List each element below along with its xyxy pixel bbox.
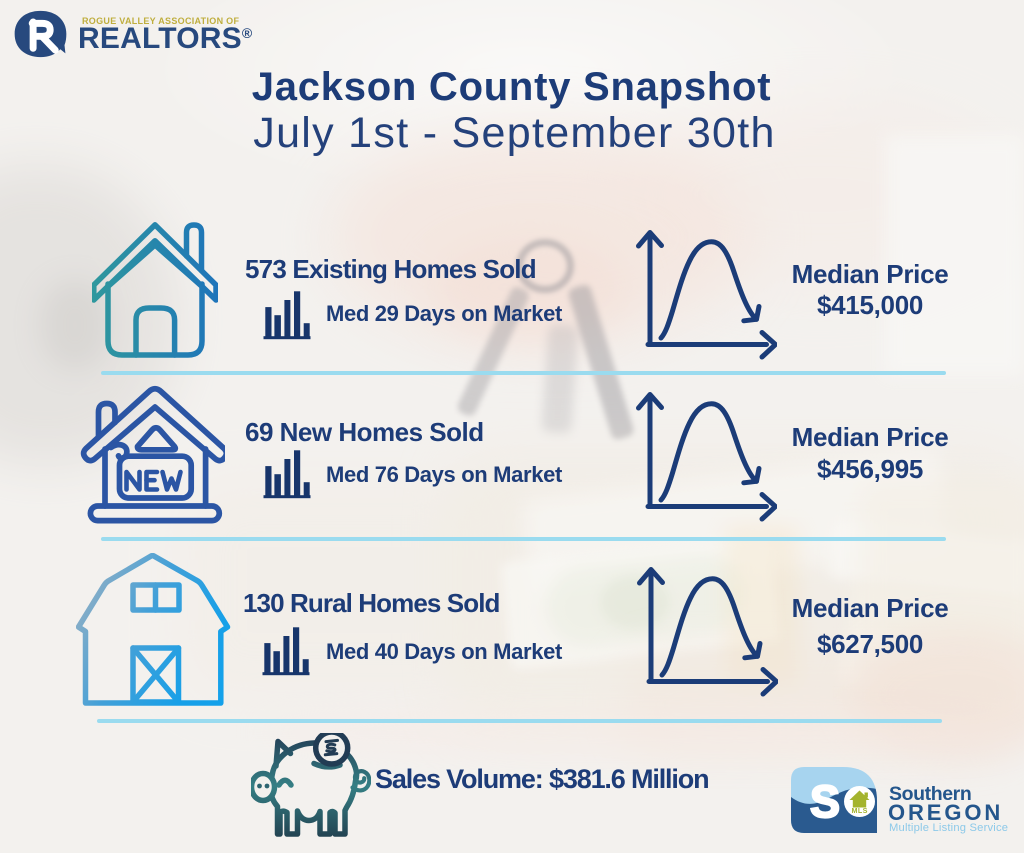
svg-text:S: S: [810, 776, 840, 827]
svg-text:MLS: MLS: [852, 806, 868, 815]
